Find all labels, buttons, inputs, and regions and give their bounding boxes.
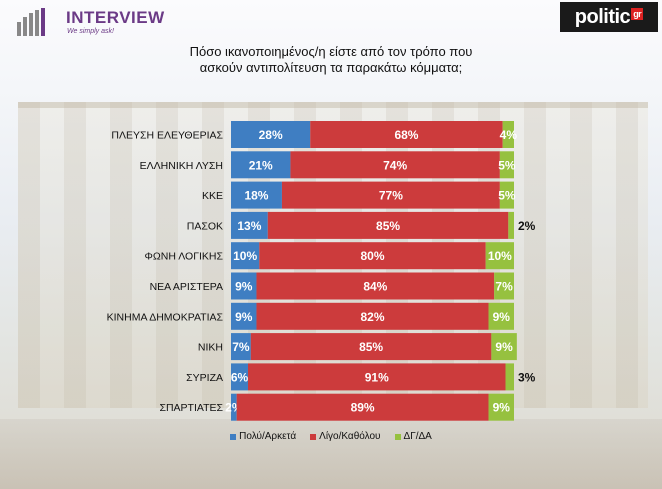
legend-label-dk: ΔΓ/ΔΑ xyxy=(403,431,432,442)
data-label-satisfied: 13% xyxy=(237,219,261,233)
bar-segment-satisfied xyxy=(231,393,237,421)
category-label: ΠΑΣΟΚ xyxy=(187,220,223,232)
data-label-satisfied: 9% xyxy=(235,310,253,324)
bar-segment-dissatisfied xyxy=(256,302,489,330)
data-label-dissatisfied: 91% xyxy=(365,370,389,384)
politic-logo-suffix: gr xyxy=(631,8,644,20)
bar-segment-dk xyxy=(505,363,514,391)
bar-segment-dissatisfied xyxy=(259,242,486,270)
data-label-dissatisfied: 77% xyxy=(379,189,403,203)
data-label-dk: 5% xyxy=(498,189,516,203)
category-label: ΕΛΛΗΝΙΚΗ ΛΥΣΗ xyxy=(140,160,223,172)
legend-item-dissatisfied: Λίγο/Καθόλου xyxy=(310,431,381,442)
bar-segment-dissatisfied xyxy=(250,333,492,361)
interview-logo: INTERVIEW We simply ask! xyxy=(8,4,168,40)
bar-segment-dk xyxy=(488,302,514,330)
data-label-satisfied: 18% xyxy=(244,189,268,203)
data-label-dk: 3% xyxy=(518,370,536,384)
data-label-dk: 9% xyxy=(493,310,511,324)
category-label: ΚΚΕ xyxy=(202,190,223,202)
data-label-satisfied: 7% xyxy=(232,340,250,354)
bar-segment-dk xyxy=(488,393,514,421)
legend-swatch-dissatisfied xyxy=(310,433,317,440)
interview-logo-title: INTERVIEW xyxy=(66,8,165,27)
category-label: ΝΙΚΗ xyxy=(198,342,223,354)
bar-segment-dk xyxy=(485,242,514,270)
data-label-dk: 4% xyxy=(500,128,518,142)
category-label: ΣΥΡΙΖΑ xyxy=(186,372,223,384)
category-label: ΣΠΑΡΤΙΑΤΕΣ xyxy=(159,402,223,414)
bar-segment-dissatisfied xyxy=(281,181,500,209)
bar-segment-dissatisfied xyxy=(247,363,506,391)
data-label-dissatisfied: 85% xyxy=(359,340,383,354)
interview-logo-bars-icon xyxy=(17,8,45,36)
data-label-dissatisfied: 85% xyxy=(376,219,400,233)
chart-title: Πόσο ικανοποιημένος/η είστε από τον τρόπ… xyxy=(150,44,512,76)
data-label-satisfied: 6% xyxy=(231,370,249,384)
data-label-dissatisfied: 84% xyxy=(363,280,387,294)
bar-segment-dissatisfied xyxy=(310,121,503,148)
chart-legend: Πολύ/Αρκετά Λίγο/Καθόλου ΔΓ/ΔΑ xyxy=(0,431,662,442)
bar-segment-dissatisfied xyxy=(267,211,509,239)
legend-swatch-satisfied xyxy=(230,433,237,440)
bar-segment-satisfied xyxy=(231,151,291,179)
data-label-dk: 5% xyxy=(498,158,516,172)
category-label: ΝΕΑ ΑΡΙΣΤΕΡΑ xyxy=(150,281,223,293)
data-label-satisfied: 28% xyxy=(259,128,283,142)
chart-title-line-2: ασκούν αντιπολίτευση τα παρακάτω κόμματα… xyxy=(199,60,463,75)
data-label-dk: 9% xyxy=(495,340,513,354)
politic-logo-text: politic xyxy=(574,5,631,28)
bar-segment-dk xyxy=(499,181,514,209)
bar-segment-satisfied xyxy=(231,363,248,391)
legend-item-dk: ΔΓ/ΔΑ xyxy=(394,431,432,442)
legend-label-satisfied: Πολύ/Αρκετά xyxy=(239,431,297,442)
data-label-satisfied: 9% xyxy=(235,280,253,294)
bar-segment-satisfied xyxy=(231,121,311,148)
data-label-satisfied: 10% xyxy=(233,249,257,263)
bar-segment-dk xyxy=(491,333,517,361)
legend-label-dissatisfied: Λίγο/Καθόλου xyxy=(319,431,381,442)
data-label-dk: 9% xyxy=(493,401,511,415)
category-label: ΦΩΝΗ ΛΟΓΙΚΗΣ xyxy=(145,251,224,263)
data-label-dissatisfied: 89% xyxy=(351,401,375,415)
legend-item-satisfied: Πολύ/Αρκετά xyxy=(230,431,296,442)
bar-segment-dissatisfied xyxy=(256,272,495,300)
bar-segment-dissatisfied xyxy=(236,393,489,421)
bar-segment-dk xyxy=(499,151,514,179)
legend-swatch-dk xyxy=(394,433,401,440)
data-label-dissatisfied: 80% xyxy=(360,249,384,263)
bar-segment-dk xyxy=(502,121,514,148)
bar-segment-satisfied xyxy=(231,211,268,239)
bar-segment-dk xyxy=(508,211,514,239)
data-label-satisfied: 21% xyxy=(249,158,273,172)
category-label: ΠΛΕΥΣΗ ΕΛΕΥΘΕΡΙΑΣ xyxy=(111,130,223,142)
politic-gr-logo: politic gr xyxy=(560,2,658,32)
category-label: ΚΙΝΗΜΑ ΔΗΜΟΚΡΑΤΙΑΣ xyxy=(107,311,224,323)
chart-title-line-1: Πόσο ικανοποιημένος/η είστε από τον τρόπ… xyxy=(189,44,473,59)
data-label-dissatisfied: 74% xyxy=(383,158,407,172)
data-label-dk: 2% xyxy=(518,219,536,233)
bar-segment-dk xyxy=(494,272,514,300)
data-label-dissatisfied: 82% xyxy=(360,310,384,324)
bar-segment-satisfied xyxy=(231,333,251,361)
bar-segment-satisfied xyxy=(231,272,257,300)
bar-segment-satisfied xyxy=(231,181,282,209)
interview-logo-tagline: We simply ask! xyxy=(67,28,114,35)
data-label-dissatisfied: 68% xyxy=(394,128,418,142)
data-label-dk: 10% xyxy=(488,249,512,263)
bar-segment-dissatisfied xyxy=(290,151,500,179)
bar-segment-satisfied xyxy=(231,242,260,270)
bar-segment-satisfied xyxy=(231,302,257,330)
square-ground-image xyxy=(0,419,662,489)
data-label-dk: 7% xyxy=(495,280,513,294)
